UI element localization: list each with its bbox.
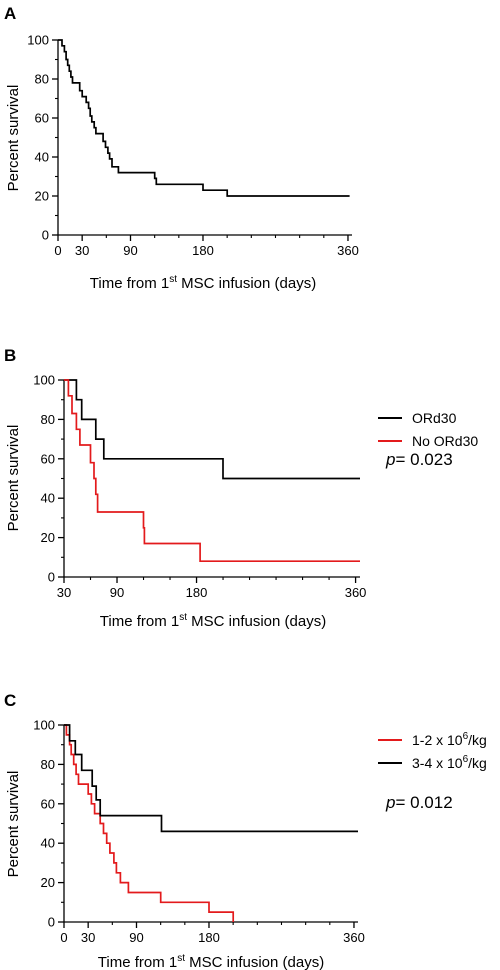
panel-a-xlabel: Time from 1st MSC infusion (days) bbox=[90, 274, 316, 292]
panel-c-x-tick-label: 90 bbox=[129, 930, 143, 945]
panel-c-x-tick-label: 0 bbox=[60, 930, 67, 945]
panel-a-ylabel: Percent survival bbox=[5, 85, 22, 192]
panel-a-y-tick-label: 20 bbox=[35, 189, 49, 204]
panel-a-x-tick-label: 180 bbox=[192, 243, 214, 258]
panel-b-y-tick-label: 100 bbox=[33, 373, 55, 388]
panel-a-y-tick-label: 100 bbox=[27, 33, 49, 48]
panel-b-y-tick-label: 60 bbox=[41, 451, 55, 466]
panel-c-y-tick-label: 20 bbox=[41, 875, 55, 890]
panel-b-survival-curve-1 bbox=[64, 379, 360, 480]
panel-b-x-tick-label: 360 bbox=[345, 585, 367, 600]
panel-c-y-tick-label: 80 bbox=[41, 757, 55, 772]
panel-c-x-tick-label: 180 bbox=[198, 930, 220, 945]
panel-b-y-tick-label: 40 bbox=[41, 491, 55, 506]
panel-b-survival-curve-2 bbox=[64, 379, 360, 563]
panel-c-y-tick-label: 100 bbox=[33, 718, 55, 733]
panel-c-y-tick-label: 40 bbox=[41, 836, 55, 851]
panel-b-y-tick-label: 0 bbox=[48, 570, 55, 585]
panel-a-axes: 0 20 40 60 80 100 0 30 90 180 360 bbox=[27, 33, 359, 259]
panel-c: C Percent survival Time from 1st MSC inf… bbox=[4, 691, 487, 970]
panel-b-p-value: p= 0.023 bbox=[385, 450, 453, 469]
panel-b-x-tick-label: 90 bbox=[110, 585, 124, 600]
panel-c-survival-curve-2 bbox=[64, 724, 358, 833]
panel-b-y-tick-label: 20 bbox=[41, 530, 55, 545]
panel-b-ylabel: Percent survival bbox=[5, 425, 22, 532]
panel-a-x-tick-label: 360 bbox=[337, 243, 359, 258]
panel-a-y-tick-label: 80 bbox=[35, 72, 49, 87]
panel-a-x-tick-label: 90 bbox=[123, 243, 137, 258]
panel-c-xlabel: Time from 1st MSC infusion (days) bbox=[98, 953, 324, 970]
panel-c-survival-curve-1 bbox=[64, 724, 235, 922]
panel-c-x-tick-label: 30 bbox=[81, 930, 95, 945]
legend-label-low-dose: 1-2 x 106/kg bbox=[412, 731, 487, 748]
panel-c-axes: 0 20 40 60 80 100 0 30 90 180 360 bbox=[33, 718, 365, 946]
panel-a-survival-curve-1 bbox=[58, 39, 350, 197]
panel-c-x-tick-label: 360 bbox=[343, 930, 365, 945]
legend-label-ord30: ORd30 bbox=[412, 410, 457, 426]
panel-a-curves bbox=[58, 39, 350, 197]
panel-b-curves bbox=[64, 379, 360, 563]
panel-b-letter: B bbox=[4, 346, 16, 365]
panel-c-y-tick-label: 0 bbox=[48, 915, 55, 930]
panel-b-axes: 0 20 40 60 80 100 30 90 180 360 bbox=[33, 373, 366, 601]
panel-a-letter: A bbox=[4, 4, 16, 23]
panel-a-x-tick-label: 0 bbox=[54, 243, 61, 258]
panel-a-y-tick-label: 0 bbox=[42, 228, 49, 243]
panel-c-ylabel: Percent survival bbox=[5, 771, 22, 878]
panel-b-y-tick-label: 80 bbox=[41, 412, 55, 427]
panel-c-legend: 1-2 x 106/kg 3-4 x 106/kg bbox=[378, 731, 487, 771]
panel-b-x-tick-label: 30 bbox=[57, 585, 71, 600]
panel-b-xlabel: Time from 1st MSC infusion (days) bbox=[100, 612, 326, 630]
legend-label-high-dose: 3-4 x 106/kg bbox=[412, 754, 487, 771]
panel-c-letter: C bbox=[4, 691, 16, 710]
panel-a-y-tick-label: 60 bbox=[35, 111, 49, 126]
panel-a: A Percent survival Time from 1st MSC inf… bbox=[4, 4, 359, 292]
panel-b-x-tick-label: 180 bbox=[186, 585, 208, 600]
panel-c-p-value: p= 0.012 bbox=[385, 793, 453, 812]
panel-c-curves bbox=[64, 724, 358, 922]
panel-b: B Percent survival Time from 1st MSC inf… bbox=[4, 346, 478, 630]
panel-a-x-tick-label: 30 bbox=[75, 243, 89, 258]
panel-c-y-tick-label: 60 bbox=[41, 796, 55, 811]
panel-b-legend: ORd30 No ORd30 bbox=[378, 410, 478, 449]
legend-label-no-ord30: No ORd30 bbox=[412, 433, 478, 449]
panel-a-y-tick-label: 40 bbox=[35, 150, 49, 165]
